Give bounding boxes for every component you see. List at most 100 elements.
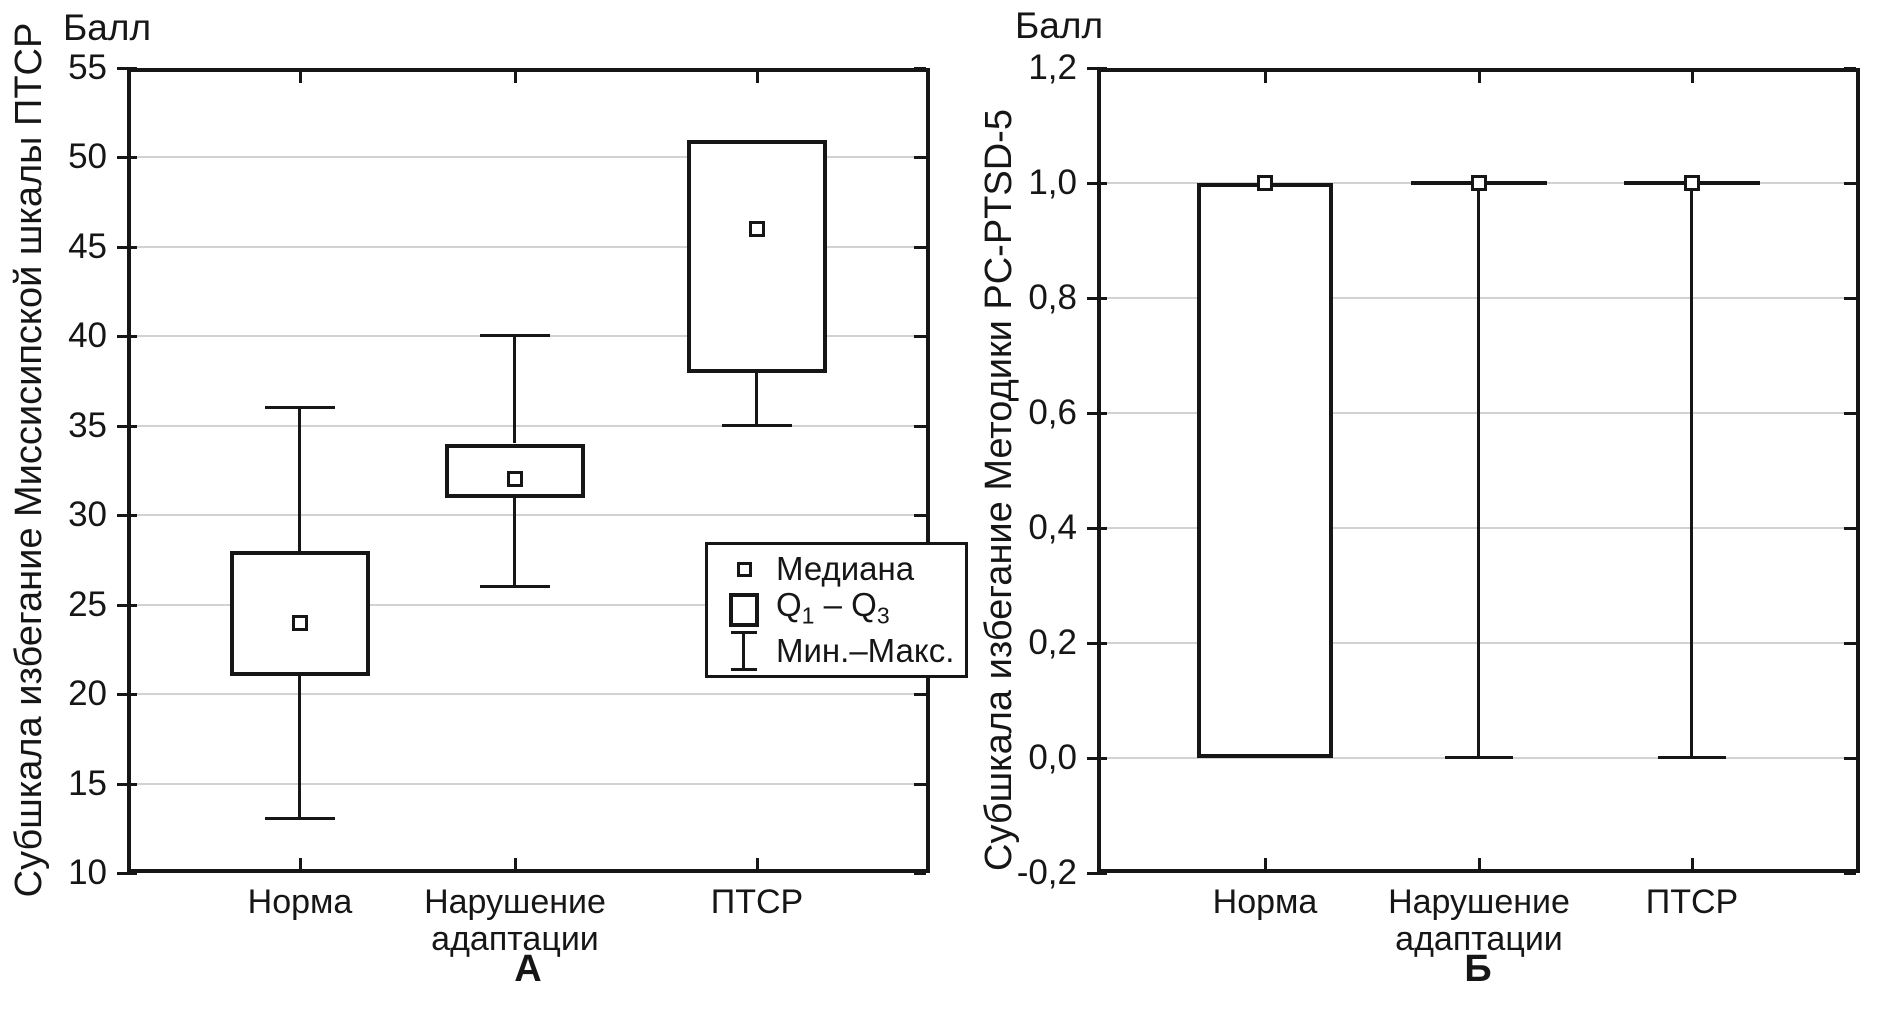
- y-tick-mark-right: [1844, 182, 1856, 185]
- y-tick-mark: [117, 604, 137, 607]
- y-tick-mark-right: [1844, 757, 1856, 760]
- y-tick-label: 50: [68, 137, 107, 176]
- y-tick-mark: [117, 872, 137, 875]
- x-tick-mark-bottom: [1478, 858, 1481, 869]
- y-tick-mark: [1087, 527, 1107, 530]
- median-square-icon: [736, 561, 752, 577]
- median-marker: [507, 471, 523, 487]
- y-tick-mark: [1087, 412, 1107, 415]
- x-tick-mark-top: [1264, 72, 1267, 83]
- x-tick-mark-top: [1691, 72, 1694, 83]
- y-tick-mark-right: [914, 156, 926, 159]
- y-tick-mark-right: [1844, 67, 1856, 70]
- whisker-cap-min: [265, 817, 335, 820]
- y-tick-mark: [1087, 757, 1107, 760]
- x-tick-mark-bottom: [1264, 858, 1267, 869]
- y-tick-mark: [1087, 182, 1107, 185]
- x-category-label: ПТСР: [1645, 883, 1739, 921]
- y-tick-label: 25: [68, 585, 107, 624]
- y-tick-mark-right: [914, 693, 926, 696]
- y-tick-label: 0,0: [1028, 738, 1077, 777]
- iqr-box: [687, 140, 827, 373]
- axis-title-b: Балл: [1015, 5, 1104, 46]
- median-marker: [292, 615, 308, 631]
- y-tick-mark: [117, 335, 137, 338]
- y-tick-mark-right: [1844, 642, 1856, 645]
- y-tick-mark-right: [914, 514, 926, 517]
- quartile-dash: –: [823, 585, 842, 623]
- y-tick-label: 0,4: [1028, 508, 1077, 547]
- median-marker: [1471, 175, 1487, 191]
- y-axis-label-b: Субшкала избегание Методики PC-PTSD-5: [978, 109, 1020, 871]
- x-category-label: Нарушение адаптации: [424, 883, 606, 958]
- y-tick-label: 15: [68, 764, 107, 803]
- y-tick-label: -0,2: [1016, 853, 1077, 892]
- panel-letter-b: Б: [1464, 948, 1492, 990]
- x-category-label: Норма: [1212, 883, 1318, 921]
- gridline: [131, 604, 926, 606]
- y-tick-label: 0,6: [1028, 393, 1077, 432]
- y-tick-mark: [1087, 872, 1107, 875]
- median-marker: [1684, 175, 1700, 191]
- q1-letter: Q: [776, 585, 802, 623]
- y-tick-mark: [117, 514, 137, 517]
- x-tick-mark-bottom: [756, 858, 759, 869]
- q3-subscript: 3: [876, 602, 890, 629]
- y-tick-mark-right: [914, 425, 926, 428]
- whisker-line: [513, 497, 516, 586]
- y-tick-mark: [117, 156, 137, 159]
- legend-row-median: Медиана: [718, 549, 961, 589]
- legend-box: Медиана Q1 – Q3 Мин.–Макс.: [705, 542, 968, 678]
- y-tick-mark-right: [914, 872, 926, 875]
- whisker-line-icon: [742, 630, 745, 671]
- minmax-icon-wrap: [718, 630, 770, 671]
- x-tick-mark-bottom: [514, 858, 517, 869]
- gridline: [131, 693, 926, 695]
- y-tick-label: 1,2: [1028, 48, 1077, 87]
- y-tick-mark-right: [1844, 297, 1856, 300]
- x-category-label: Норма: [247, 883, 353, 921]
- y-tick-mark: [117, 246, 137, 249]
- whisker-cap-min: [1658, 756, 1726, 759]
- y-tick-label: 30: [68, 495, 107, 534]
- iqr-box: [1197, 183, 1333, 758]
- legend-row-minmax: Мин.–Макс.: [718, 630, 961, 671]
- gridline: [131, 783, 926, 785]
- whisker-line: [1477, 183, 1480, 758]
- whisker-line: [1690, 183, 1693, 758]
- y-tick-mark-right: [914, 335, 926, 338]
- y-tick-label: 35: [68, 406, 107, 445]
- y-tick-mark: [117, 693, 137, 696]
- q1-subscript: 1: [801, 602, 815, 629]
- y-tick-label: 0,2: [1028, 623, 1077, 662]
- whisker-line: [755, 372, 758, 426]
- whisker-bottom-cap-icon: [731, 667, 757, 671]
- legend-label-median: Медиана: [776, 550, 915, 588]
- legend-label-minmax: Мин.–Макс.: [776, 631, 955, 669]
- x-category-label: ПТСР: [710, 883, 804, 921]
- y-tick-mark-right: [914, 246, 926, 249]
- axis-title-a: Балл: [63, 7, 152, 48]
- whisker-cap-max: [480, 334, 550, 337]
- y-tick-label: 20: [68, 674, 107, 713]
- median-marker: [1257, 175, 1273, 191]
- x-tick-mark-bottom: [1691, 858, 1694, 869]
- whisker-line: [513, 336, 516, 443]
- x-tick-mark-top: [1478, 72, 1481, 83]
- y-tick-mark: [117, 67, 137, 70]
- y-tick-mark-right: [914, 783, 926, 786]
- iqr-box: [230, 551, 370, 676]
- y-tick-label: 0,8: [1028, 278, 1077, 317]
- x-category-label: Нарушение адаптации: [1388, 883, 1570, 958]
- x-tick-mark-top: [299, 72, 302, 83]
- y-tick-label: 40: [68, 316, 107, 355]
- y-tick-mark-right: [1844, 412, 1856, 415]
- x-tick-mark-bottom: [299, 858, 302, 869]
- iqr-box: [445, 444, 585, 498]
- legend-label-quartiles: Q1 – Q3: [776, 585, 890, 634]
- y-tick-mark: [1087, 642, 1107, 645]
- y-axis-label-a: Субшкала избегание Миссисипской шкалы ПТ…: [8, 22, 50, 898]
- gridline: [131, 156, 926, 158]
- gridline: [131, 514, 926, 516]
